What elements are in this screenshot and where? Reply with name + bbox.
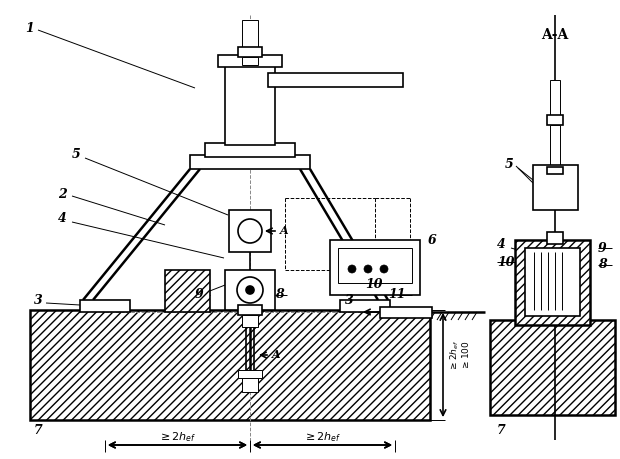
Bar xyxy=(340,300,390,312)
Text: $\geq 2h_{ef}$: $\geq 2h_{ef}$ xyxy=(303,430,341,444)
Bar xyxy=(380,307,432,318)
Text: 10: 10 xyxy=(497,256,515,269)
Text: 4: 4 xyxy=(58,212,67,224)
Circle shape xyxy=(246,286,254,294)
Bar xyxy=(242,378,258,392)
Bar xyxy=(268,73,403,87)
Text: A-A: A-A xyxy=(541,28,569,42)
Bar xyxy=(490,320,615,415)
Text: 4: 4 xyxy=(497,239,506,252)
Bar xyxy=(225,65,275,145)
Text: A: A xyxy=(272,349,281,360)
Bar xyxy=(330,240,420,295)
Bar xyxy=(190,155,310,169)
Bar xyxy=(547,232,563,244)
Text: 6: 6 xyxy=(428,234,436,246)
Text: 9: 9 xyxy=(195,289,204,302)
Circle shape xyxy=(364,265,372,273)
Text: 10: 10 xyxy=(365,279,383,291)
Bar xyxy=(242,20,258,55)
Text: $\geq 100$: $\geq 100$ xyxy=(460,340,471,370)
Bar xyxy=(338,248,412,283)
Text: $\geq 2h_{ef}$: $\geq 2h_{ef}$ xyxy=(448,339,461,371)
Text: 5: 5 xyxy=(505,158,514,172)
Text: 5: 5 xyxy=(72,149,81,162)
Bar xyxy=(515,240,590,325)
Bar xyxy=(547,167,563,174)
Bar xyxy=(238,370,262,378)
Bar xyxy=(30,310,430,420)
Text: 9: 9 xyxy=(598,241,607,254)
Text: 8: 8 xyxy=(275,289,284,302)
Bar xyxy=(550,125,560,167)
Bar xyxy=(225,270,275,310)
Text: 3: 3 xyxy=(345,293,354,307)
Bar xyxy=(218,55,282,67)
Text: A: A xyxy=(280,225,289,236)
Bar xyxy=(547,115,563,125)
Bar xyxy=(242,57,258,65)
Bar xyxy=(238,305,262,315)
Bar xyxy=(80,300,130,312)
Circle shape xyxy=(380,265,388,273)
Bar xyxy=(525,248,580,316)
Bar xyxy=(550,80,560,120)
Text: 3: 3 xyxy=(34,293,43,307)
Bar xyxy=(238,47,262,57)
Text: $\geq 2h_{ef}$: $\geq 2h_{ef}$ xyxy=(158,430,196,444)
Circle shape xyxy=(348,265,356,273)
Text: 1: 1 xyxy=(25,22,33,34)
Bar xyxy=(205,143,295,157)
Bar xyxy=(533,165,578,210)
Bar xyxy=(242,315,258,327)
Bar xyxy=(165,270,210,312)
Text: 8: 8 xyxy=(598,258,607,272)
Text: 2: 2 xyxy=(58,189,67,202)
Text: 7: 7 xyxy=(497,424,506,437)
Bar xyxy=(229,210,271,252)
Text: 7: 7 xyxy=(34,424,43,437)
Text: 11: 11 xyxy=(388,289,405,302)
